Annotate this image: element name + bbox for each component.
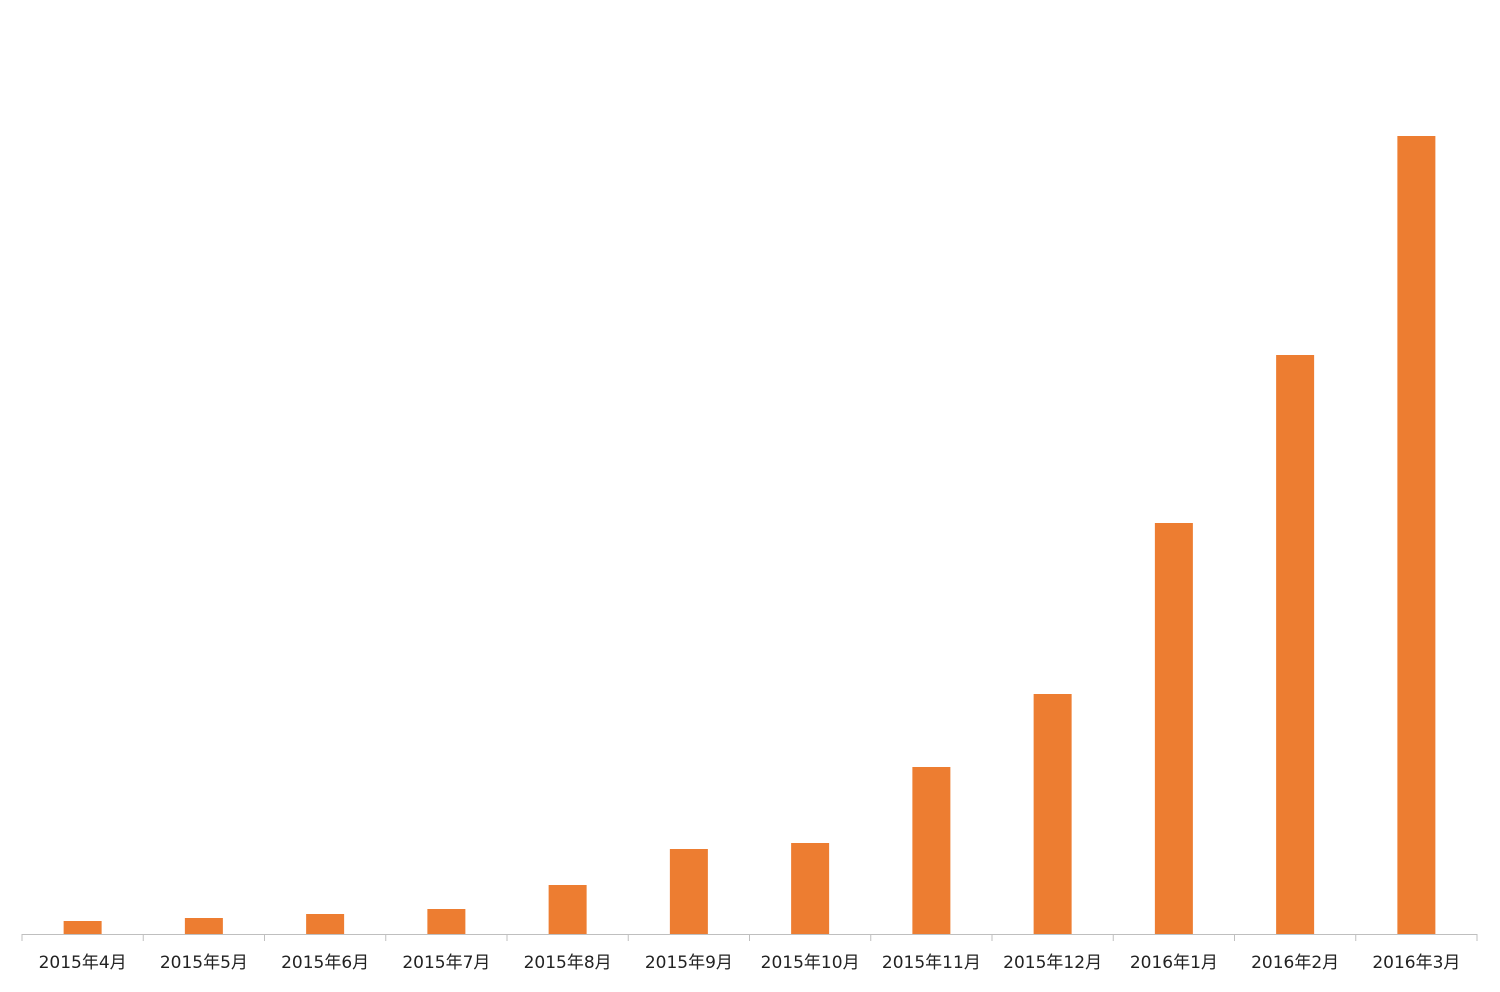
bar — [548, 885, 587, 934]
x-tick-label: 2016年2月 — [1251, 953, 1339, 973]
bar — [63, 921, 102, 934]
bar — [427, 909, 466, 934]
bar — [791, 843, 830, 934]
x-tick-label: 2015年5月 — [160, 953, 248, 973]
x-tick-label: 2015年4月 — [39, 953, 127, 973]
bar — [1397, 136, 1436, 934]
x-tick-label: 2015年9月 — [645, 953, 733, 973]
bar — [669, 849, 708, 934]
bar — [1033, 694, 1072, 934]
bar — [184, 918, 223, 934]
bar — [1154, 523, 1193, 934]
x-tick-label: 2015年11月 — [882, 953, 981, 973]
x-tick-label: 2015年10月 — [761, 953, 860, 973]
x-tick-label: 2015年6月 — [281, 953, 369, 973]
bar — [912, 767, 951, 934]
bar — [306, 914, 345, 934]
x-tick-label: 2015年7月 — [402, 953, 490, 973]
x-tick-label: 2016年3月 — [1372, 953, 1460, 973]
x-tick-label: 2015年12月 — [1003, 953, 1102, 973]
x-tick-label: 2015年8月 — [524, 953, 612, 973]
x-tick-label: 2016年1月 — [1130, 953, 1218, 973]
bar — [1276, 355, 1315, 934]
